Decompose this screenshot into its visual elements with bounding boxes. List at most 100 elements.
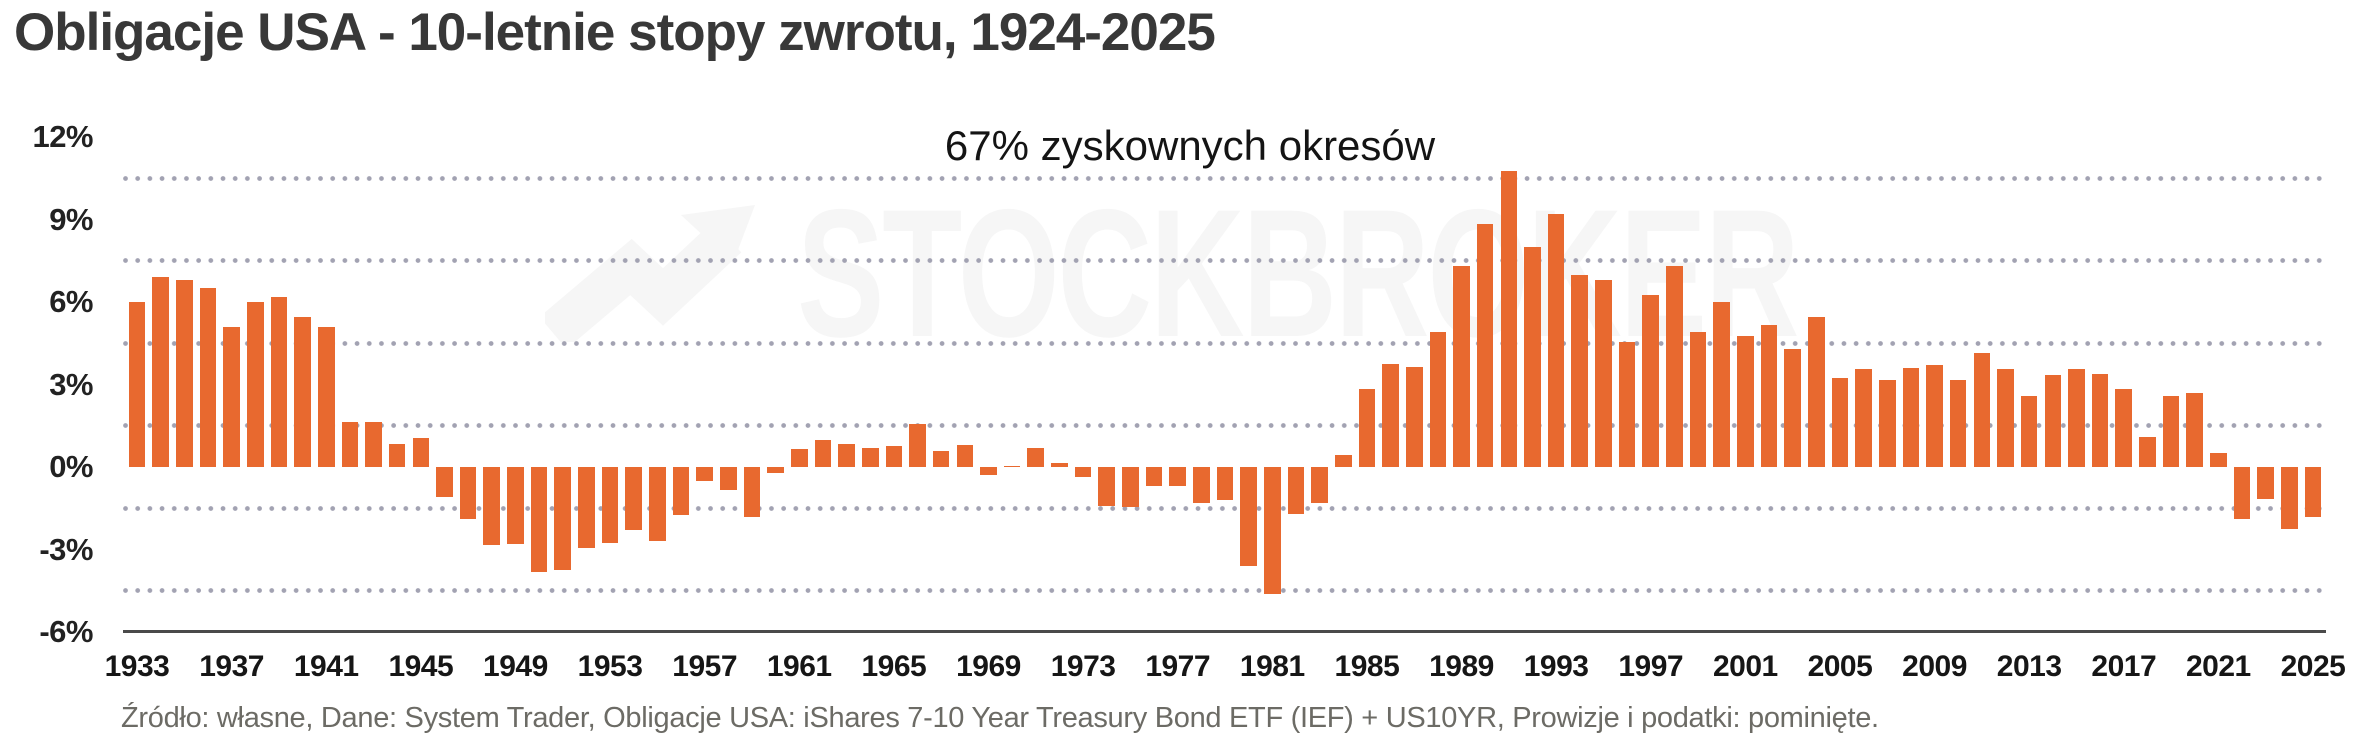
gridline-dotted: [123, 340, 2326, 346]
bar-2020: [2186, 392, 2204, 467]
bar-1983: [1311, 467, 1328, 503]
source-note: Źródło: własne, Dane: System Trader, Obl…: [121, 702, 1879, 734]
bar-1995: [1595, 280, 1612, 467]
x-tick-label: 2021: [2186, 650, 2251, 683]
bar-1979: [1216, 467, 1234, 500]
x-tick-label: 2009: [1902, 650, 1967, 683]
gridline-dotted: [123, 423, 2326, 429]
bar-2010: [1949, 380, 1967, 467]
bar-1971: [1027, 447, 1045, 467]
bar-1936: [199, 288, 217, 467]
bar-1980: [1240, 467, 1257, 566]
bar-1953: [601, 467, 619, 543]
bar-1985: [1358, 388, 1376, 467]
y-tick-label: 12%: [32, 119, 93, 154]
bar-1960: [767, 467, 784, 473]
x-tick-label: 1937: [199, 650, 264, 683]
bar-1945: [412, 438, 430, 467]
x-tick-label: 1981: [1239, 650, 1305, 683]
bar-1934: [152, 277, 169, 467]
bar-1981: [1263, 467, 1281, 594]
bar-1955: [649, 467, 666, 542]
y-tick-label: -6%: [39, 614, 93, 649]
bar-1990: [1476, 223, 1494, 467]
y-tick-label: 6%: [49, 284, 93, 319]
bar-1973: [1074, 467, 1092, 477]
bar-1950: [530, 467, 548, 572]
x-tick-label: 1985: [1334, 650, 1400, 683]
x-tick-label: 2005: [1807, 650, 1873, 683]
bar-1938: [246, 302, 264, 467]
bar-2000: [1713, 302, 1730, 467]
bar-2025: [2304, 467, 2322, 517]
bar-1949: [507, 467, 524, 544]
bar-1935: [176, 280, 193, 467]
gridline-dotted: [123, 258, 2326, 264]
bar-1997: [1642, 295, 1660, 467]
bar-1969: [980, 467, 997, 476]
x-tick-label: 1953: [577, 650, 643, 683]
x-axis-line: [123, 630, 2326, 633]
bar-2017: [2115, 388, 2133, 467]
gridline-dotted: [123, 175, 2326, 181]
bar-1972: [1051, 462, 1068, 467]
bar-2003: [1784, 348, 1801, 467]
bar-1991: [1500, 171, 1518, 467]
bar-1961: [790, 449, 808, 467]
bar-1974: [1098, 467, 1116, 506]
bar-1937: [223, 326, 240, 467]
bar-1986: [1382, 363, 1399, 467]
bar-1957: [696, 467, 713, 481]
bar-1999: [1689, 332, 1707, 467]
bar-1952: [578, 467, 595, 549]
x-tick-label: 2025: [2280, 650, 2346, 683]
bar-2009: [1926, 365, 1943, 467]
bar-1982: [1287, 467, 1305, 514]
bar-2016: [2091, 373, 2109, 467]
x-tick-label: 1933: [104, 650, 170, 683]
bar-1948: [483, 467, 501, 546]
bar-1942: [341, 421, 359, 467]
bar-1967: [932, 450, 950, 467]
bar-2007: [1878, 380, 1896, 467]
bar-2012: [1997, 369, 2014, 467]
bar-2005: [1831, 377, 1849, 467]
bar-2011: [1973, 352, 1991, 467]
bar-1951: [554, 467, 572, 571]
x-tick-label: 2013: [1996, 650, 2062, 683]
x-tick-label: 1977: [1145, 650, 1211, 683]
x-tick-label: 1945: [388, 650, 454, 683]
x-tick-label: 1965: [861, 650, 927, 683]
bar-1987: [1405, 366, 1423, 467]
bar-2024: [2281, 467, 2298, 529]
bar-1964: [861, 447, 879, 467]
chart-title: Obligacje USA - 10-letnie stopy zwrotu, …: [14, 3, 1216, 62]
bar-1933: [128, 302, 146, 467]
x-tick-label: 2001: [1712, 650, 1778, 683]
bar-1946: [436, 467, 453, 498]
bar-2004: [1807, 317, 1825, 467]
bar-1962: [814, 439, 832, 467]
bar-1978: [1193, 467, 1210, 503]
x-tick-label: 1973: [1050, 650, 1116, 683]
x-tick-label: 2017: [2091, 650, 2157, 683]
gridline-dotted: [123, 588, 2326, 594]
x-tick-label: 1957: [672, 650, 738, 683]
bar-2018: [2139, 436, 2156, 467]
gridline-dotted: [123, 505, 2326, 511]
bar-2019: [2162, 395, 2180, 467]
bar-2001: [1737, 336, 1754, 467]
bar-1998: [1666, 266, 1683, 467]
x-tick-label: 1949: [483, 650, 548, 683]
y-tick-label: 0%: [49, 449, 93, 484]
bar-1970: [1003, 465, 1021, 467]
bar-2023: [2257, 467, 2274, 499]
bar-1994: [1571, 274, 1589, 467]
bar-1968: [956, 445, 974, 467]
bar-1947: [459, 467, 477, 520]
x-tick-label: 1941: [293, 650, 359, 683]
annotation-text: 67% zyskownych okresów: [944, 122, 1436, 169]
bar-1939: [270, 296, 288, 467]
bar-1992: [1524, 247, 1541, 467]
